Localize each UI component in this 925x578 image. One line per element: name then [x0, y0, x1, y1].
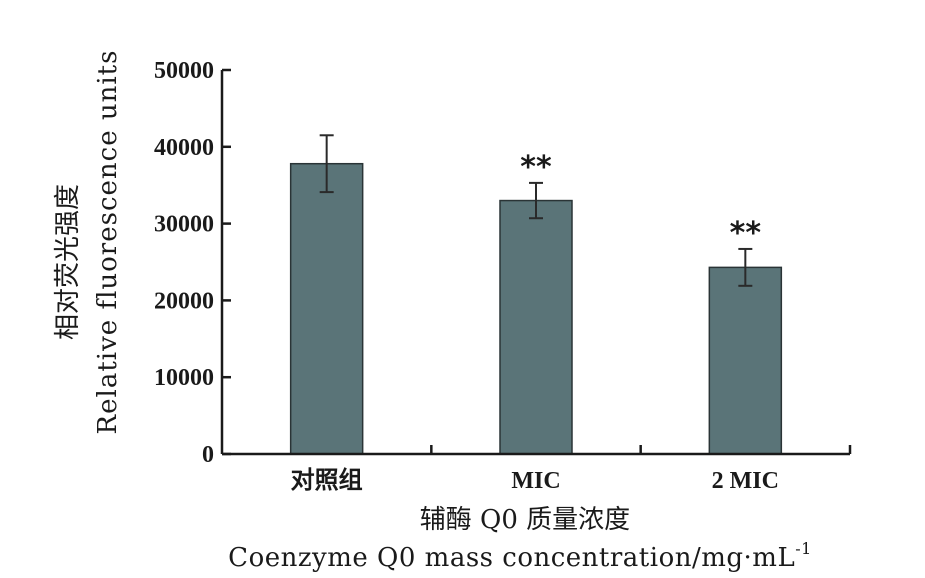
- y-ticks-layer: 0 10000 20000 30000 40000 50000: [154, 58, 231, 468]
- bar: [289, 162, 364, 455]
- significance-marker: **: [730, 216, 762, 251]
- significance-marker: **: [520, 150, 552, 185]
- y-tick-label: 20000: [154, 288, 214, 314]
- x-tick-label: 对照组: [291, 467, 363, 494]
- bar: [708, 266, 783, 455]
- x-ticks-layer: 对照组 MIC 2 MIC: [291, 445, 852, 494]
- y-tick-label: 30000: [154, 212, 214, 238]
- significance-layer: ** **: [520, 150, 761, 251]
- x-tick-label: 2 MIC: [712, 468, 779, 494]
- bar: [499, 199, 573, 455]
- y-axis-title-cn: 相对荧光强度: [53, 184, 83, 340]
- x-tick-label: MIC: [511, 468, 560, 494]
- x-axis-title-en-sup: -1: [795, 539, 812, 558]
- x-axis-title-cn: 辅酶 Q0 质量浓度: [420, 505, 630, 535]
- y-tick-label: 0: [202, 442, 214, 468]
- y-tick-label: 50000: [154, 58, 214, 84]
- axes-layer: [220, 70, 850, 456]
- y-axis-title-en: Relative fluorescence units: [93, 50, 123, 435]
- x-axis-title-en: Coenzyme Q0 mass concentration/mg·mL-1: [228, 539, 812, 573]
- y-tick-label: 40000: [154, 135, 214, 161]
- x-axis-title-en-main: Coenzyme Q0 mass concentration/mg·mL: [228, 543, 795, 573]
- error-bars-layer: [319, 134, 753, 287]
- y-tick-label: 10000: [154, 365, 214, 391]
